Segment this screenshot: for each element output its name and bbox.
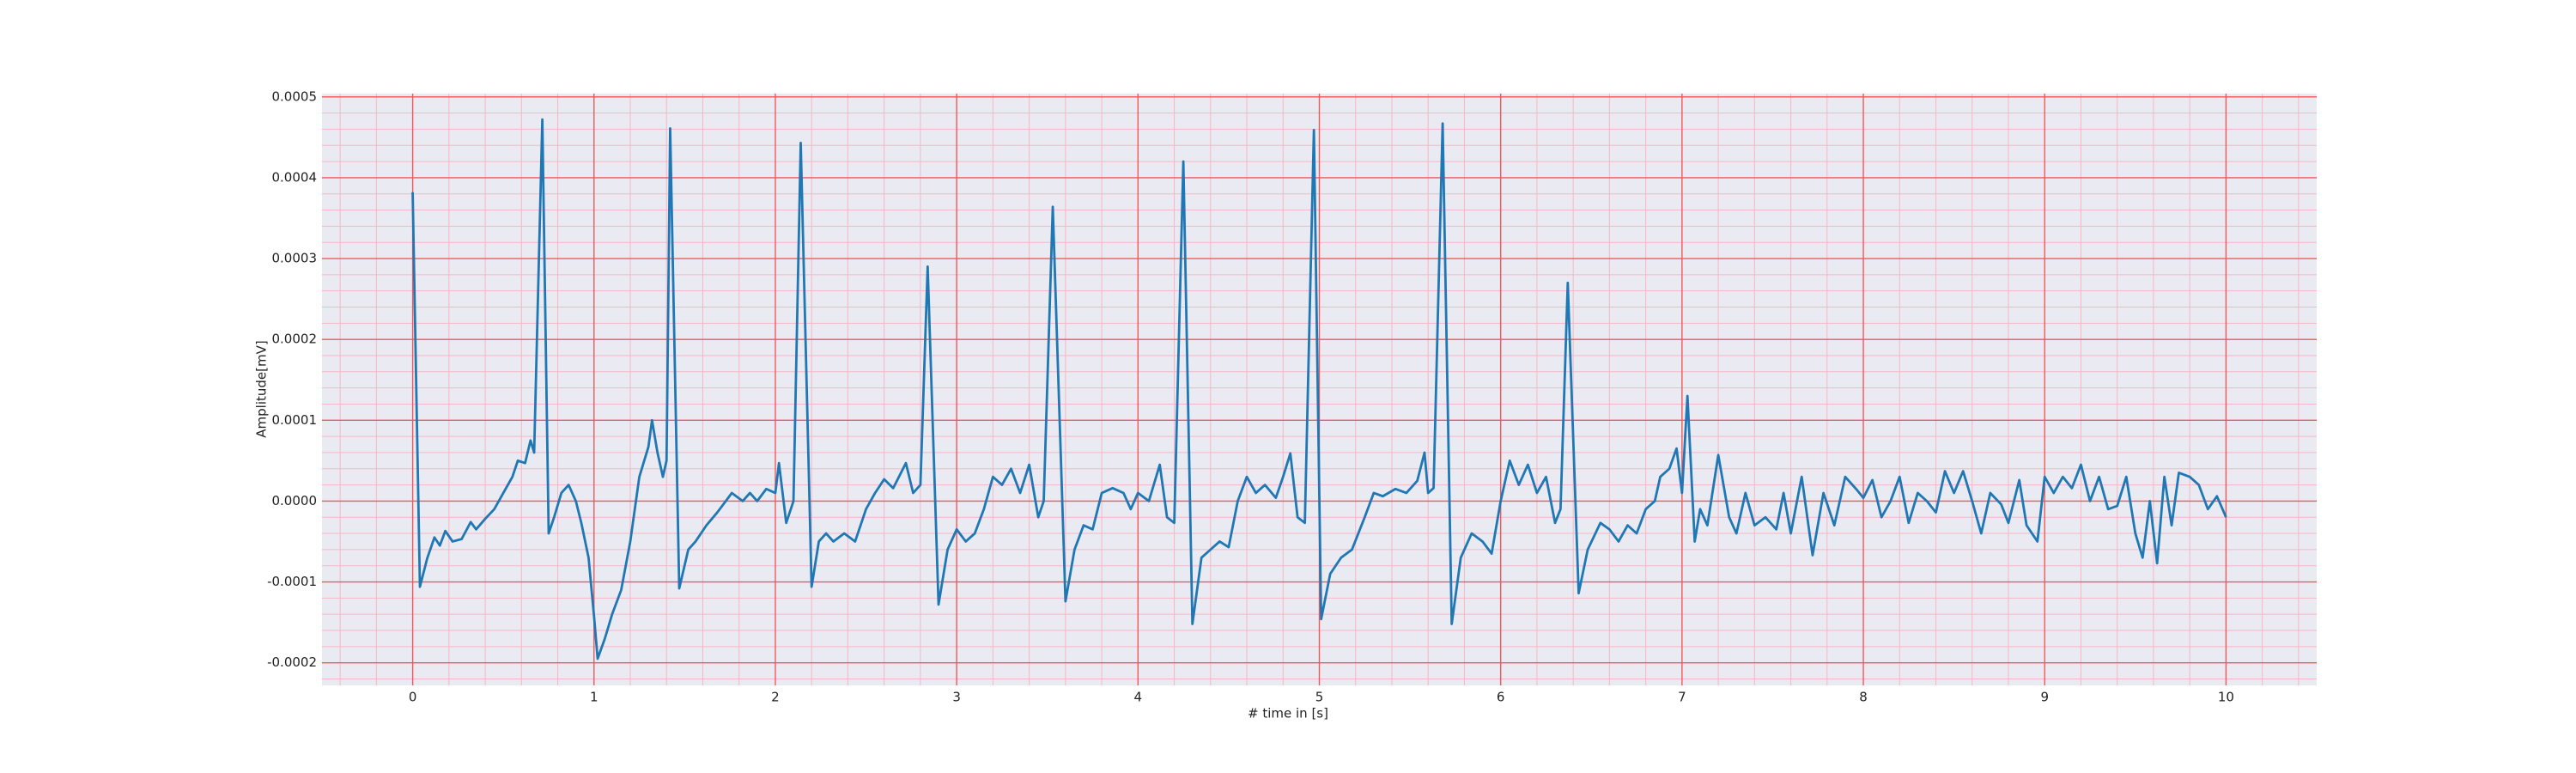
x-tick-label: 4: [1134, 690, 1143, 705]
y-tick-label: -0.0002: [267, 654, 317, 670]
plot: [411, 118, 2227, 660]
signal-line: [411, 118, 2227, 660]
x-tick-label: 2: [771, 690, 780, 705]
x-tick-label: 9: [2040, 690, 2049, 705]
x-tick-label: 7: [1678, 690, 1686, 705]
y-axis-label: Amplitude[mV]: [254, 340, 270, 437]
x-axis-label: # time in [s]: [1248, 706, 1328, 721]
y-tick-label: -0.0001: [267, 574, 317, 589]
x-tick-label: 3: [952, 690, 961, 705]
x-tick-label: 8: [1859, 690, 1868, 705]
y-tick-label: 0.0004: [272, 169, 318, 185]
x-tick-label: 5: [1315, 690, 1324, 705]
x-tick-label: 10: [2218, 690, 2234, 705]
y-tick-label: 0.0003: [272, 251, 318, 266]
y-tick-label: 0.0002: [272, 332, 318, 347]
x-tick-label: 1: [590, 690, 598, 705]
x-tick-label: 0: [409, 690, 417, 705]
y-tick-label: 0.0005: [272, 88, 318, 104]
y-tick-label: 0.0001: [272, 412, 318, 428]
y-tick-label: 0.0000: [272, 493, 318, 508]
x-tick-label: 6: [1497, 690, 1505, 705]
